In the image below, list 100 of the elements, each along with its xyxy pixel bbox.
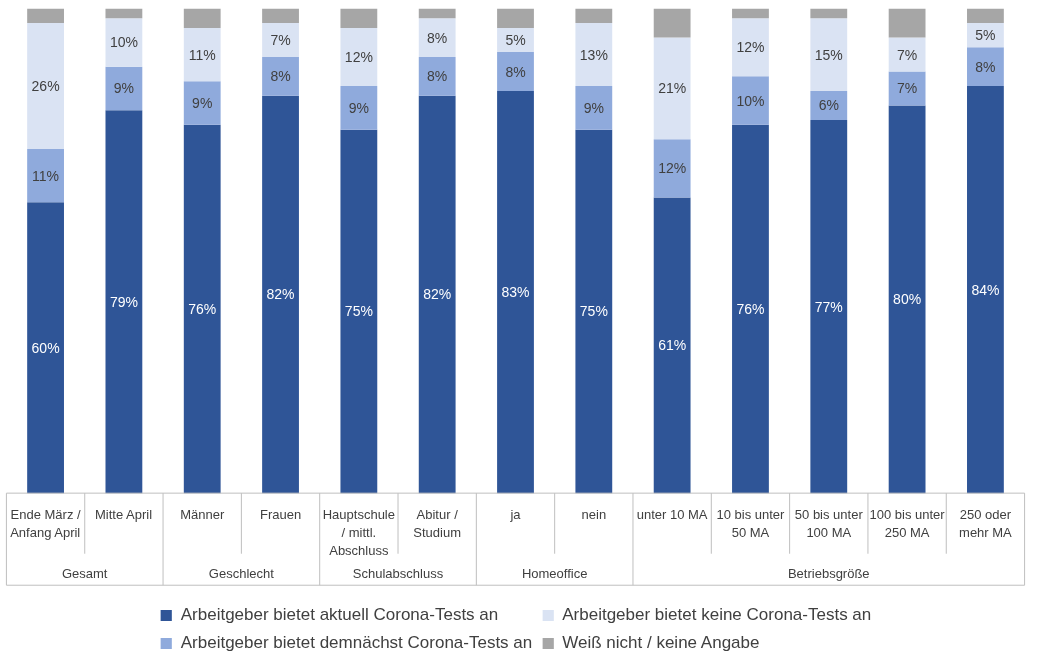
data-label: 12% bbox=[736, 39, 765, 56]
text: Schulabschluss bbox=[352, 565, 444, 581]
bar bbox=[262, 95, 299, 494]
bar bbox=[888, 8, 926, 38]
x-tick-label: 100 bis unter 250 MA bbox=[869, 507, 946, 541]
bar bbox=[340, 8, 378, 28]
text: Betriebsgröße bbox=[787, 565, 870, 581]
bar bbox=[653, 37, 691, 140]
bar bbox=[732, 124, 769, 494]
bar bbox=[418, 56, 456, 96]
bar bbox=[340, 129, 378, 494]
data-label: 11% bbox=[32, 167, 60, 184]
legend-label: Arbeitgeber bietet keine Corona-Tests an bbox=[562, 605, 872, 625]
data-label: 80% bbox=[893, 291, 922, 308]
data-label: 10% bbox=[736, 92, 765, 109]
data-label: 9% bbox=[583, 99, 604, 116]
data-label: 15% bbox=[814, 46, 843, 63]
bar bbox=[183, 81, 221, 125]
x-tick-label: 250 oder mehr MA bbox=[959, 507, 1013, 541]
bar bbox=[732, 18, 769, 77]
bar bbox=[732, 76, 769, 125]
data-label: 7% bbox=[896, 46, 918, 63]
data-label: 8% bbox=[505, 63, 526, 80]
bar bbox=[418, 8, 456, 19]
data-label: 60% bbox=[31, 339, 60, 356]
data-label: 9% bbox=[192, 95, 213, 112]
legend-label: Arbeitgeber bietet demnächst Corona-Tests an bbox=[180, 633, 533, 653]
bar bbox=[888, 105, 926, 494]
data-label: 10% bbox=[109, 34, 138, 51]
bar bbox=[967, 8, 1004, 24]
data-label: 61% bbox=[658, 337, 687, 354]
x-tick-label: Ende März / Anfang April bbox=[10, 507, 82, 541]
bar bbox=[732, 8, 769, 19]
x-tick-label: Abitur / Studium bbox=[413, 507, 462, 541]
x-tick-label: ja bbox=[509, 507, 522, 523]
data-label: 12% bbox=[658, 160, 687, 177]
x-tick-label: 10 bis unter 50 MA bbox=[716, 507, 786, 541]
bar bbox=[262, 23, 299, 57]
bar bbox=[810, 8, 848, 19]
bar bbox=[418, 95, 456, 494]
data-label: 9% bbox=[348, 99, 369, 116]
bar bbox=[27, 23, 64, 150]
bar bbox=[418, 18, 456, 57]
x-tick-label: 50 bis unter 100 MA bbox=[794, 507, 864, 541]
data-label: 9% bbox=[113, 80, 135, 97]
bar bbox=[653, 139, 691, 198]
data-label: 84% bbox=[971, 281, 1000, 298]
bar bbox=[262, 8, 299, 24]
bar bbox=[183, 8, 221, 28]
data-label: 13% bbox=[579, 46, 608, 63]
bar bbox=[340, 27, 378, 87]
bar bbox=[105, 18, 143, 67]
bar bbox=[653, 8, 691, 38]
data-label: 76% bbox=[188, 300, 217, 317]
data-label: 7% bbox=[270, 32, 291, 48]
bar bbox=[340, 86, 378, 130]
text: Gesamt bbox=[61, 565, 108, 581]
data-label: 76% bbox=[736, 300, 765, 317]
bar bbox=[497, 52, 534, 91]
legend-label: Weiß nicht / keine Angabe bbox=[562, 633, 760, 653]
text: Geschlecht bbox=[208, 565, 275, 581]
bar bbox=[810, 18, 848, 91]
bar bbox=[575, 8, 613, 24]
x-tick-label: Mitte April bbox=[95, 507, 153, 523]
x-tick-label: unter 10 MA bbox=[636, 507, 708, 523]
bar bbox=[183, 27, 221, 82]
data-label: 7% bbox=[896, 80, 918, 97]
bar bbox=[967, 47, 1004, 87]
x-tick-label: Frauen bbox=[259, 507, 302, 523]
bar bbox=[888, 37, 926, 72]
data-label: 26% bbox=[31, 78, 60, 95]
legend-label: Arbeitgeber bietet aktuell Corona-Tests an bbox=[180, 605, 499, 625]
bar bbox=[27, 149, 64, 203]
data-label: 21% bbox=[658, 80, 687, 97]
data-label: 82% bbox=[423, 286, 452, 303]
bar bbox=[262, 56, 299, 96]
bar bbox=[183, 124, 221, 494]
data-label: 8% bbox=[427, 29, 448, 46]
data-label: 83% bbox=[501, 284, 530, 301]
text: Homeoffice bbox=[521, 565, 588, 581]
data-label: 8% bbox=[427, 68, 448, 85]
data-label: 75% bbox=[579, 303, 608, 320]
bar bbox=[105, 8, 143, 19]
bar bbox=[575, 86, 613, 130]
x-tick-label: Männer bbox=[180, 507, 225, 523]
data-label: 8% bbox=[270, 68, 291, 85]
bar bbox=[27, 202, 64, 494]
data-label: 6% bbox=[818, 97, 839, 114]
data-label: 12% bbox=[344, 48, 373, 65]
data-label: 79% bbox=[109, 293, 138, 310]
data-label: 5% bbox=[975, 27, 996, 44]
data-label: 77% bbox=[814, 298, 843, 315]
bar bbox=[810, 119, 848, 494]
data-label: 11% bbox=[188, 46, 216, 63]
x-tick-label: nein bbox=[581, 507, 607, 523]
data-label: 8% bbox=[975, 58, 996, 75]
data-label: 82% bbox=[266, 286, 295, 303]
bar bbox=[105, 110, 143, 494]
bar bbox=[497, 8, 534, 28]
bar bbox=[653, 197, 691, 494]
